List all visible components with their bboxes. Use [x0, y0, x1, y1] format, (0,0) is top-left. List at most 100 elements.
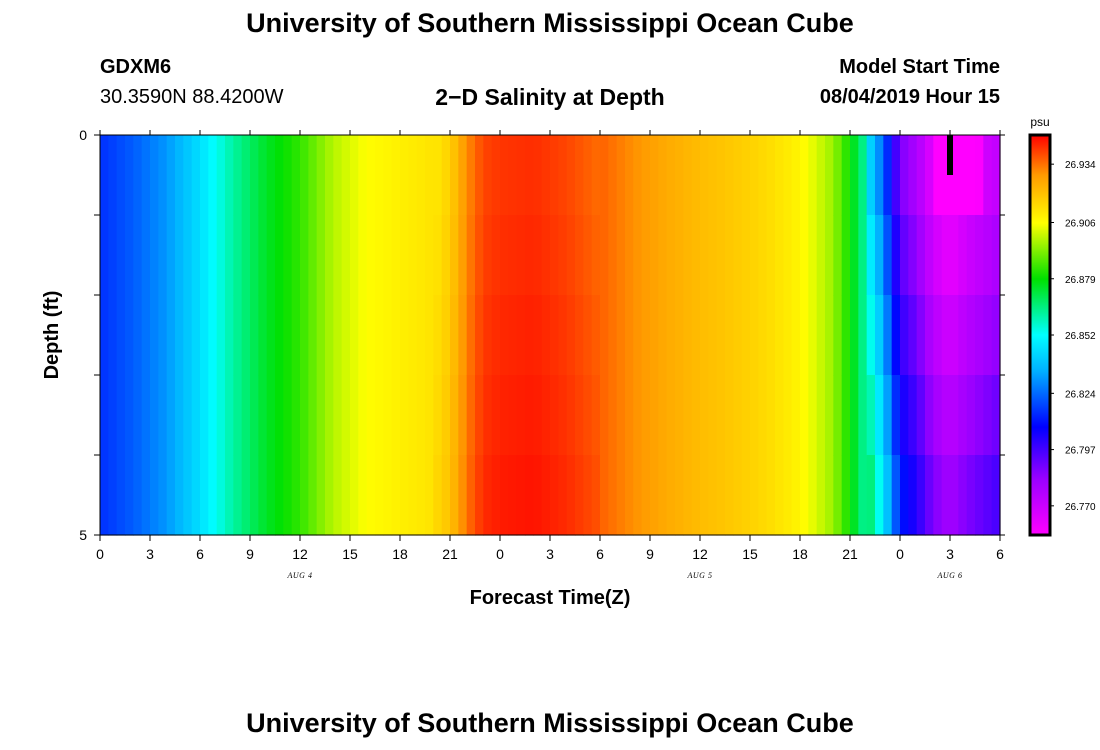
heatmap-cell: [433, 375, 443, 456]
heatmap-cell: [566, 215, 576, 296]
heatmap-cell: [733, 375, 743, 456]
heatmap-cell: [391, 375, 401, 456]
heatmap-cell: [575, 135, 584, 216]
heatmap-cell: [700, 215, 709, 296]
heatmap-cell: [500, 375, 509, 456]
heatmap-cell: [733, 295, 743, 376]
heatmap-cell: [791, 215, 801, 296]
heatmap-cell: [191, 215, 201, 296]
heatmap-cell: [808, 455, 818, 536]
heatmap-cell: [166, 455, 176, 536]
heatmap-cell: [391, 135, 401, 216]
heatmap-cell: [358, 295, 368, 376]
heatmap-cell: [725, 215, 734, 296]
heatmap-cell: [350, 455, 359, 536]
heatmap-cell: [875, 135, 884, 216]
heatmap-cell: [558, 295, 568, 376]
heatmap-cell: [166, 295, 176, 376]
heatmap-cell: [516, 295, 526, 376]
heatmap-cell: [133, 295, 143, 376]
day-label: AUG 4: [287, 571, 313, 580]
heatmap-cell: [600, 295, 609, 376]
heatmap-cell: [316, 375, 326, 456]
heatmap-cell: [675, 135, 684, 216]
heatmap-cell: [700, 375, 709, 456]
heatmap-cell: [300, 295, 309, 376]
heatmap-cell: [291, 215, 301, 296]
heatmap-cell: [908, 455, 918, 536]
heatmap-cell: [483, 135, 493, 216]
heatmap-cell: [800, 455, 809, 536]
heatmap-cell: [433, 455, 443, 536]
heatmap-cell: [583, 455, 593, 536]
heatmap-cell: [333, 455, 343, 536]
heatmap-cell: [175, 295, 184, 376]
heatmap-cell: [100, 455, 109, 536]
heatmap-cell: [208, 135, 218, 216]
heatmap-cell: [150, 295, 159, 376]
x-tick-label: 3: [146, 546, 154, 562]
heatmap-cell: [300, 375, 309, 456]
x-tick-label: 21: [842, 546, 858, 562]
heatmap-cell: [158, 295, 168, 376]
heatmap-cell: [450, 135, 459, 216]
heatmap-cell: [575, 295, 584, 376]
heatmap-cell: [400, 375, 409, 456]
heatmap-cell: [491, 295, 501, 376]
heatmap-cell: [858, 215, 868, 296]
heatmap-cell: [466, 135, 476, 216]
heatmap-cell: [841, 455, 851, 536]
heatmap-cell: [791, 375, 801, 456]
heatmap-cell: [458, 135, 468, 216]
x-tick-label: 3: [546, 546, 554, 562]
heatmap-cell: [991, 455, 1001, 536]
heatmap-cell: [350, 215, 359, 296]
heatmap-cell: [816, 375, 826, 456]
heatmap-cell: [608, 375, 618, 456]
plot-title: 2−D Salinity at Depth: [435, 84, 665, 110]
heatmap-cell: [333, 375, 343, 456]
heatmap-cell: [850, 215, 859, 296]
heatmap-cell: [208, 375, 218, 456]
heatmap-cell: [791, 135, 801, 216]
heatmap-cell: [275, 215, 284, 296]
heatmap-cell: [983, 455, 993, 536]
heatmap-cell: [341, 215, 351, 296]
heatmap-cell: [775, 215, 784, 296]
heatmap-cell: [425, 375, 434, 456]
heatmap-cell: [158, 375, 168, 456]
heatmap-cell: [975, 135, 984, 216]
heatmap-cell: [183, 375, 193, 456]
heatmap-cell: [383, 375, 393, 456]
x-tick-label: 21: [442, 546, 458, 562]
heatmap-cell: [116, 455, 126, 536]
heatmap-cell: [841, 295, 851, 376]
x-tick-label: 9: [246, 546, 254, 562]
x-tick-label: 0: [896, 546, 904, 562]
heatmap-cell: [691, 295, 701, 376]
heatmap-cell: [183, 215, 193, 296]
heatmap-cell: [858, 375, 868, 456]
heatmap-cell: [633, 455, 643, 536]
heatmap-cell: [550, 215, 559, 296]
heatmap-cell: [433, 295, 443, 376]
heatmap-cell: [316, 455, 326, 536]
heatmap-cell: [441, 295, 451, 376]
heatmap-cell: [416, 375, 426, 456]
heatmap-cell: [116, 215, 126, 296]
heatmap-cell: [566, 295, 576, 376]
heatmap-cell: [308, 375, 318, 456]
heatmap-cell: [100, 135, 109, 216]
x-tick-label: 12: [692, 546, 708, 562]
heatmap-cell: [575, 215, 584, 296]
heatmap-cell: [933, 215, 943, 296]
heatmap-cell: [241, 215, 251, 296]
heatmap-cell: [841, 375, 851, 456]
heatmap-cell: [391, 295, 401, 376]
heatmap-cell: [183, 455, 193, 536]
heatmap-cell: [150, 135, 159, 216]
heatmap-cell: [141, 215, 151, 296]
heatmap-cell: [216, 455, 226, 536]
heatmap-cell: [883, 295, 893, 376]
y-tick-label: 0: [79, 127, 87, 143]
